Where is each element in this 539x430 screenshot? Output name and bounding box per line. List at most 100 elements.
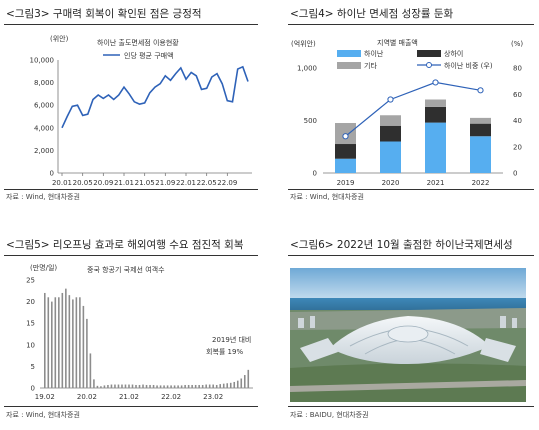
- fig5-bar: [47, 297, 50, 388]
- fig3-y-tick-label: 6,000: [34, 102, 54, 110]
- fig4-y2-tick-label: 20: [513, 143, 522, 151]
- fig5-bar: [86, 318, 88, 388]
- fig5-bar: [89, 353, 92, 388]
- fig5-bar: [166, 385, 169, 388]
- fig5-bar: [121, 384, 123, 388]
- fig5-annotation-line2: 회복률 19%: [206, 348, 243, 356]
- fig4-share-line: [345, 81, 481, 137]
- fig3-y-tick-label: 2,000: [34, 147, 54, 155]
- fig3-x-tick-label: 20.01: [52, 179, 72, 187]
- fig4-bar-other: [425, 99, 446, 107]
- fig4-bar-hainan: [335, 158, 356, 173]
- figure-4-bottom-rule: [288, 189, 534, 190]
- fig5-annotation-line1: 2019년 대비: [212, 335, 251, 344]
- fig4-x-tick-label: 2019: [337, 179, 355, 187]
- fig5-bar: [236, 380, 239, 388]
- fig4-unit-right: (%): [511, 40, 523, 48]
- fig5-bar: [96, 385, 99, 388]
- fig5-bar: [149, 384, 151, 388]
- fig5-bar: [229, 382, 232, 388]
- figure-4-chart: (억위안) (%) 지역별 매출액 하이난 상하이 기타 하이난 비중 (우) …: [291, 38, 523, 187]
- fig5-bar: [205, 384, 207, 388]
- fig4-y2-tick-label: 80: [513, 65, 522, 73]
- fig5-bar: [145, 384, 148, 388]
- fig3-x-tick-label: 22.01: [176, 179, 196, 187]
- fig5-bar: [114, 384, 116, 388]
- fig5-bar: [222, 383, 225, 388]
- fig4-legend-share: 하이난 비중 (우): [444, 61, 493, 70]
- fig4-legend-other: 기타: [364, 61, 377, 70]
- fig5-x-tick-label: 20.02: [77, 393, 97, 401]
- fig5-bar: [243, 375, 246, 388]
- fig5-y-tick-label: 20: [26, 298, 35, 306]
- fig4-y-tick-label: 500: [304, 117, 317, 125]
- figure-3-top-rule: [4, 24, 258, 25]
- fig4-legend-marker: [426, 62, 432, 68]
- fig5-bar: [51, 301, 53, 388]
- fig5-bar: [100, 386, 102, 388]
- fig4-bar-hainan: [425, 122, 446, 173]
- fig5-bar: [44, 292, 46, 388]
- fig5-bar: [79, 297, 81, 388]
- fig4-y2-tick-label: 60: [513, 91, 522, 99]
- fig4-bar-shanghai: [335, 144, 356, 159]
- fig5-bar: [72, 299, 74, 388]
- fig5-bar: [233, 381, 236, 388]
- fig4-share-marker: [387, 96, 394, 103]
- fig5-bar: [215, 384, 218, 388]
- fig5-bar: [110, 384, 113, 388]
- fig5-bar: [58, 297, 60, 388]
- fig5-bar: [75, 297, 78, 388]
- fig5-x-tick-label: 21.02: [119, 393, 139, 401]
- fig5-y-tick-label: 0: [31, 385, 35, 393]
- figure-3-source: 자료 : Wind, 현대차증권: [6, 193, 80, 201]
- fig5-unit-label: (만명/일): [30, 263, 57, 272]
- fig4-unit-left: (억위안): [291, 39, 316, 48]
- fig5-bar: [226, 383, 229, 388]
- figure-5-top-rule: [4, 255, 258, 256]
- fig3-x-tick-label: 22.05: [197, 179, 217, 187]
- figure-3-bottom-rule: [4, 189, 258, 190]
- fig3-legend-label: 인당 평균 구매액: [124, 51, 174, 60]
- fig3-chart-title: 하이난 출도면세점 이용현황: [97, 38, 179, 47]
- fig4-y2-tick-label: 0: [513, 170, 517, 178]
- fig4-bar-other: [470, 117, 491, 124]
- figure-6-source: 자료 : BAIDU, 현대차증권: [290, 411, 369, 419]
- fig5-bar: [198, 384, 200, 388]
- fig3-x-tick-label: 20.05: [73, 179, 93, 187]
- fig4-legend-swatch-other: [337, 62, 361, 69]
- fig3-y-tick-label: 8,000: [34, 79, 54, 87]
- fig5-bar: [163, 385, 165, 388]
- figure-6-title: <그림6> 2022년 10월 출점한 하이난국제면세성: [290, 239, 513, 251]
- duty-free-mall-photo: [290, 268, 526, 402]
- fig5-bar: [65, 288, 67, 388]
- figure-5-bottom-rule: [4, 406, 258, 407]
- fig3-y-tick-label: 4,000: [34, 124, 54, 132]
- fig5-bar: [82, 305, 85, 388]
- fig4-share-marker: [432, 79, 439, 86]
- fig5-bar: [180, 385, 183, 388]
- fig5-x-tick-label: 22.02: [161, 393, 181, 401]
- fig5-bar: [240, 378, 243, 388]
- fig3-plot: 0 2,000 4,000 6,000 8,000 10,000 20.01 20.05 20.…: [30, 57, 252, 187]
- figure-5-source: 자료 : Wind, 현대차증권: [6, 411, 80, 419]
- fig5-x-tick-label: 19.02: [35, 393, 55, 401]
- fig5-bar: [173, 385, 176, 388]
- fig5-bar: [170, 385, 172, 388]
- fig5-plot: 0 5 10 15 20 25 19.02 20.02 21.02 22.02 23.02: [26, 277, 253, 401]
- fig5-bar: [212, 384, 214, 388]
- fig5-bar: [128, 384, 130, 388]
- fig4-legend-swatch-hainan: [337, 50, 361, 57]
- fig5-bar: [124, 384, 127, 388]
- fig5-bar: [194, 384, 197, 388]
- fig4-bar-shanghai: [380, 125, 401, 142]
- fig5-bar: [131, 384, 134, 388]
- fig3-y-tick-label: 0: [50, 170, 54, 178]
- fig5-bar: [159, 385, 162, 388]
- fig5-bar: [68, 295, 71, 388]
- fig4-bar-shanghai: [470, 123, 491, 137]
- fig4-legend-hainan: 하이난: [364, 49, 384, 58]
- fig5-chart-title: 중국 항공기 국제선 여객수: [87, 265, 165, 274]
- fig3-series-line: [61, 65, 249, 129]
- fig5-bar: [219, 384, 222, 388]
